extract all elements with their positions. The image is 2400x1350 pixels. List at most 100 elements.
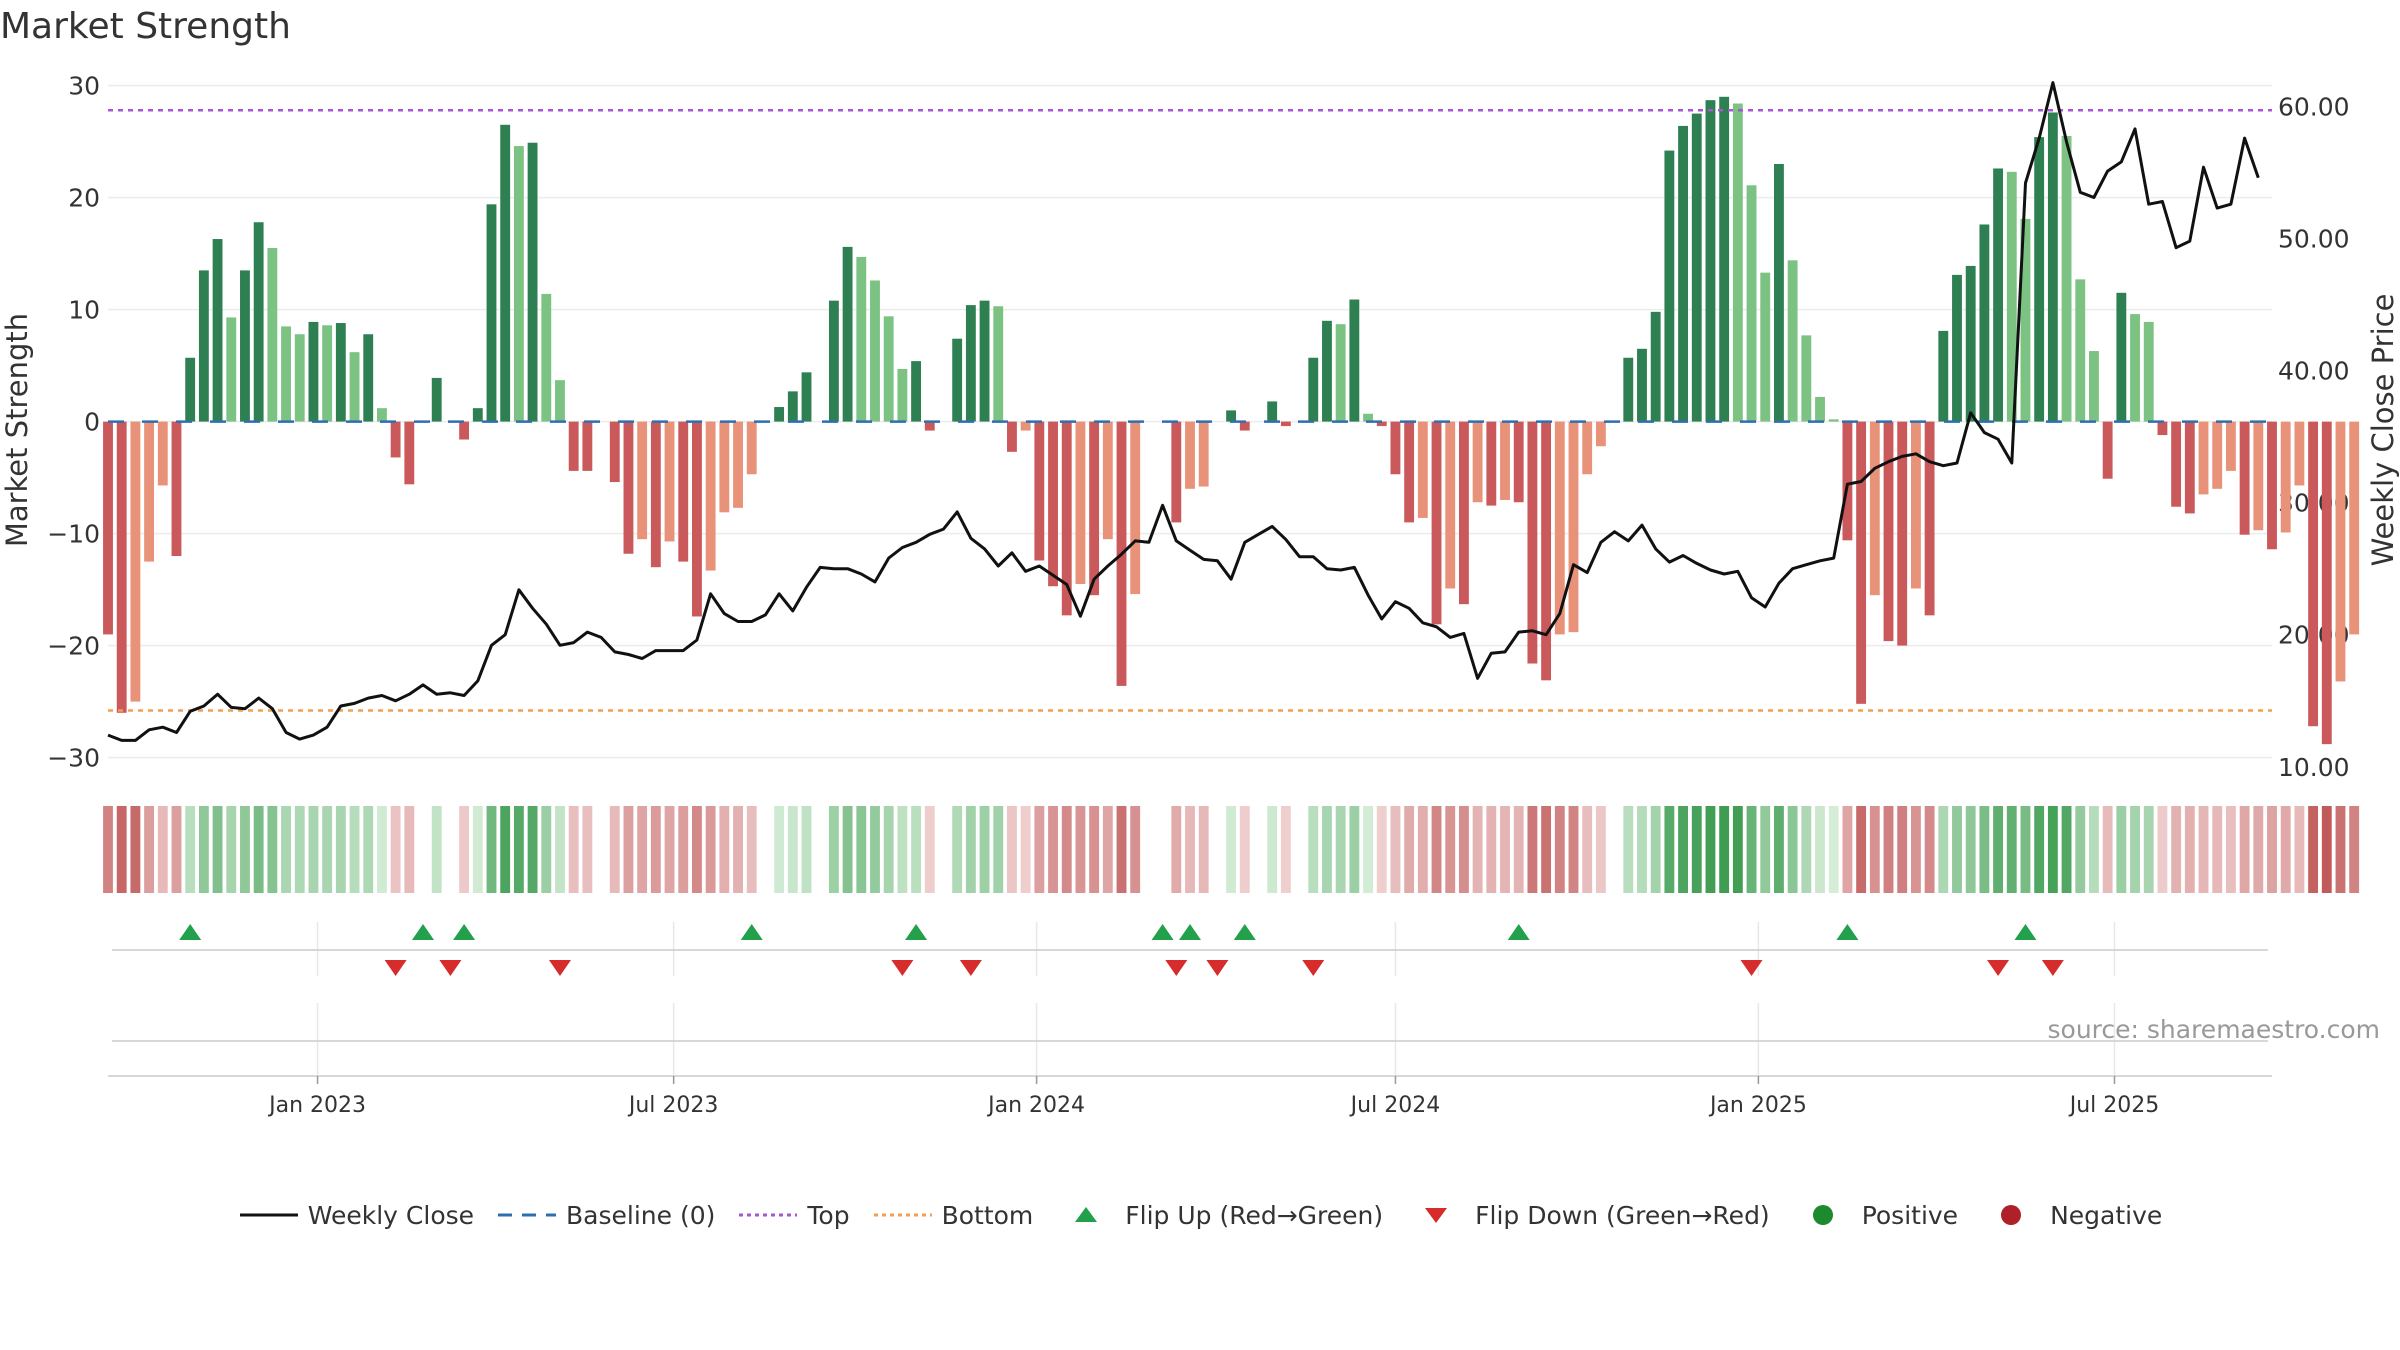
strength-bar [1952, 274, 1962, 422]
flip-up-marker [412, 924, 435, 940]
dashed-line-icon [496, 1200, 558, 1230]
heat-cell [1568, 806, 1579, 893]
strength-bar [637, 421, 648, 540]
heat-cell [582, 806, 593, 893]
heat-cell [2102, 806, 2113, 893]
x-tick-label: Jul 2024 [1349, 1093, 1441, 1118]
flip-up-marker [1507, 924, 1530, 940]
heat-cell [281, 806, 291, 893]
heat-cell [2171, 806, 2182, 893]
heat-cell [2006, 806, 2017, 893]
strength-bar [1910, 421, 1921, 589]
strength-bar [294, 334, 305, 422]
heat-cell [2294, 806, 2305, 893]
heat-cell [226, 806, 237, 893]
heat-cell [1130, 806, 1141, 893]
strength-bar [2225, 421, 2236, 471]
legend-item-flip-up: Flip Up (Red→Green) [1055, 1200, 1383, 1230]
flip-down-marker [959, 960, 982, 976]
strength-bar [1705, 100, 1716, 422]
strength-bar [2349, 421, 2360, 635]
heat-cell [1952, 806, 1962, 893]
heat-cell [1719, 806, 1730, 893]
heat-cell [1869, 806, 1880, 893]
heat-cell [335, 806, 346, 893]
strength-bar [1568, 421, 1579, 633]
strength-bar [404, 421, 415, 485]
dotted-line-icon [872, 1200, 934, 1230]
strength-bar [103, 421, 113, 635]
strength-bar [870, 280, 880, 422]
flip-up-marker [1836, 924, 1859, 940]
y2-tick-label: 10.00 [2278, 753, 2350, 782]
heat-cell [2020, 806, 2031, 893]
strength-bar [1075, 421, 1086, 584]
heat-cell [1664, 806, 1675, 893]
heat-cell [1595, 806, 1606, 893]
flip-down-marker [1987, 960, 2010, 976]
heat-cell [2349, 806, 2360, 893]
heat-cell [952, 806, 963, 893]
heat-cell [1308, 806, 1319, 893]
strength-bar [376, 408, 387, 422]
strength-bar [911, 361, 922, 422]
strength-bar [1623, 357, 1634, 422]
strength-bar [650, 421, 661, 568]
y-tick-label: −20 [47, 632, 100, 661]
heat-cell [253, 806, 264, 893]
legend: Weekly Close Baseline (0) Top Bottom Flip Up… [0, 1200, 2400, 1230]
strength-bar [1020, 421, 1031, 431]
heat-cell [568, 806, 579, 893]
strength-bar [1034, 421, 1045, 561]
strength-bar [1102, 421, 1113, 540]
heat-cell [1034, 806, 1045, 893]
heat-cell [390, 806, 401, 893]
strength-bar [582, 421, 593, 471]
flip-up-marker [1233, 924, 1256, 940]
heat-cell [1787, 806, 1798, 893]
heat-cell [664, 806, 675, 893]
strength-bar [2335, 421, 2346, 682]
heat-cell [363, 806, 374, 893]
legend-item-bottom: Bottom [872, 1200, 1033, 1230]
heat-cell [1417, 806, 1428, 893]
strength-bar [1404, 421, 1415, 523]
strength-bar [733, 421, 743, 508]
strength-bar [965, 305, 976, 422]
heat-cell [103, 806, 113, 893]
heat-cell [116, 806, 127, 893]
strength-bar [1171, 421, 1182, 523]
heat-cell [1678, 806, 1688, 893]
heat-cell [376, 806, 387, 893]
heat-cell [144, 806, 155, 893]
flip-up-marker [905, 924, 928, 940]
heat-cell [1431, 806, 1442, 893]
flip-up-marker [2014, 924, 2037, 940]
strength-bar [2102, 421, 2113, 479]
heat-cell [2061, 806, 2072, 893]
heat-cell [1910, 806, 1921, 893]
heat-cell [1938, 806, 1949, 893]
heat-cell [1774, 806, 1784, 893]
strength-bar [993, 306, 1004, 422]
strength-bar [349, 352, 360, 422]
strength-bar [1732, 103, 1743, 422]
strength-bar [226, 317, 237, 422]
heat-cell [2143, 806, 2154, 893]
x-tick-label: Jan 2023 [267, 1093, 366, 1118]
heat-cell [1732, 806, 1743, 893]
heat-cell [1828, 806, 1839, 893]
heat-cell [404, 806, 415, 893]
strength-bar [185, 357, 196, 422]
strength-bar [1691, 113, 1702, 422]
market-strength-chart: 3020100−10−20−3060.0050.0040.0030.0020.0… [0, 72, 2400, 1118]
strength-bar [1061, 421, 1072, 616]
strength-bar [555, 380, 565, 422]
heat-cell [2212, 806, 2223, 893]
heat-cell [1280, 806, 1291, 893]
strength-bar [924, 421, 935, 431]
source-annotation: source: sharemaestro.com [2047, 1015, 2381, 1044]
heat-cell [1623, 806, 1634, 893]
heat-cell [1842, 806, 1853, 893]
heat-cell [527, 806, 538, 893]
